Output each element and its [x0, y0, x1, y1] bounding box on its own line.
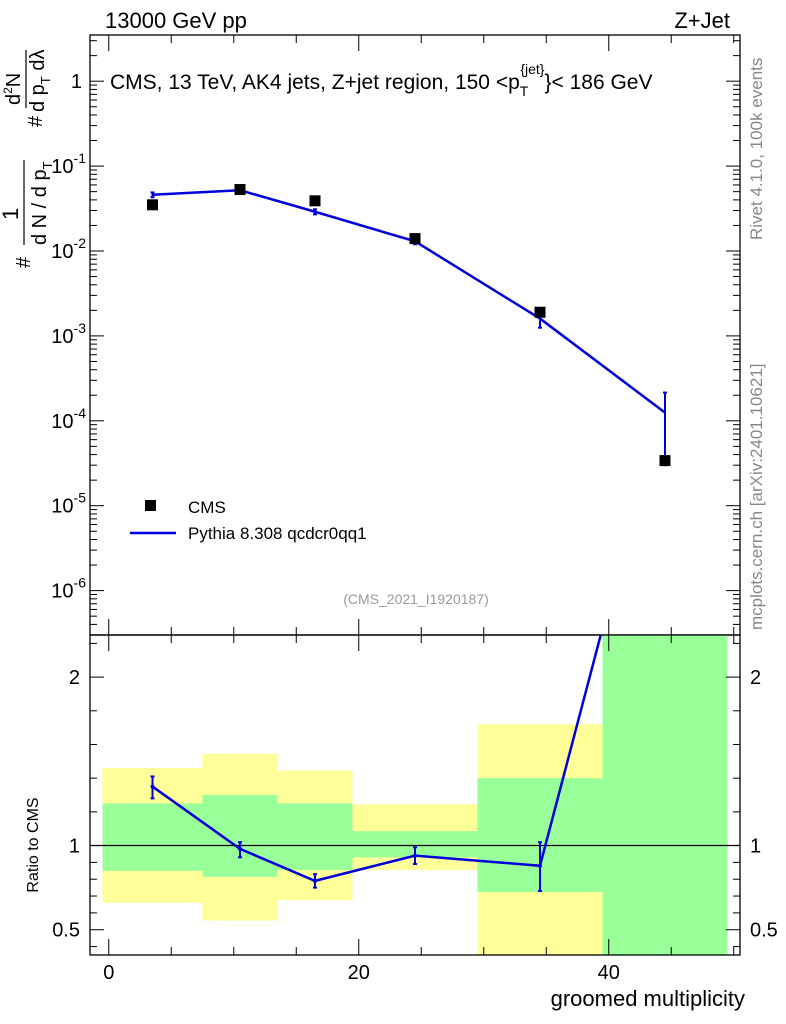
svg-text:#: # [25, 115, 47, 127]
cms-data-point-4 [534, 306, 546, 318]
cms-data-point-0 [147, 199, 158, 211]
analysis-watermark: (CMS_2021_I1920187) [343, 591, 489, 607]
ratio-y-tick-label-left: 0.5 [52, 920, 80, 942]
ratio-inner-band-5 [602, 635, 728, 955]
svg-text:1: 1 [0, 208, 23, 220]
svg-text:d N / d pT: d N / d pT [29, 161, 55, 245]
cms-data-point-3 [409, 233, 421, 245]
cms-data-point-1 [234, 184, 246, 196]
main-y-tick-label: 1 [71, 71, 82, 93]
ylabel-d2n: d [3, 94, 25, 105]
ratio-y-tick-label-right: 1 [750, 836, 761, 858]
ratio-point-3 [413, 853, 417, 858]
main-y-tick-label: 10-5 [51, 490, 86, 518]
ratio-y-tick-label-left: 1 [69, 836, 80, 858]
ratio-frame [89, 634, 741, 956]
ratio-inner-band-0 [102, 803, 203, 871]
ratio-point-1 [238, 846, 242, 851]
svg-text:d2N: d2N [1, 73, 25, 105]
x-tick-label: 40 [598, 962, 620, 984]
ratio-inner-band-2 [277, 803, 353, 870]
main-y-axis-label: # 1 d N / d pT # d2N d pT dλ [0, 50, 55, 268]
mcplots-label: mcplots.cern.ch [arXiv:2401.10621] [747, 364, 766, 630]
x-tick-label: 20 [348, 962, 370, 984]
main-title-end: }< 186 GeV [544, 71, 652, 94]
main-y-tick-label: 10-6 [51, 575, 86, 603]
ylabel-one: 1 [0, 208, 23, 220]
ratio-y-axis-label: Ratio to CMS [25, 797, 42, 892]
ylabel-dn-dpt: d N / d p [29, 169, 51, 245]
x-tick-label: 0 [103, 962, 114, 984]
cms-data-point-2 [309, 195, 321, 207]
cms-data-point-5 [659, 455, 671, 467]
ratio-series-group [150, 635, 603, 892]
main-title-text: CMS, 13 TeV, AK4 jets, Z+jet region, 150… [110, 71, 520, 94]
ylabel-dpt-dl: d p [27, 84, 49, 112]
ratio-y-tick-label-right: 0.5 [750, 920, 778, 942]
main-plot-panel: 1 10-1 10-2 10-3 10-4 10-5 10-6 [51, 34, 741, 636]
legend-label-cms: CMS [188, 498, 226, 517]
ratio-inner-band-1 [202, 795, 278, 877]
ratio-y-tick-label-left: 2 [69, 667, 80, 689]
ylabel-hash: # [13, 256, 35, 268]
main-title-sup: {jet} [520, 61, 544, 77]
legend-marker-cms [145, 500, 156, 511]
svg-text:#: # [13, 256, 35, 268]
main-y-tick-label: 10-1 [51, 150, 86, 178]
main-title-sub: T [520, 83, 529, 99]
process-label: Z+Jet [674, 8, 730, 33]
ylabel-hash2: # [25, 115, 47, 127]
legend-label-pythia: Pythia 8.308 qcdcr0qq1 [188, 524, 367, 543]
ratio-mc-line [151, 635, 603, 883]
main-plot-title: CMS, 13 TeV, AK4 jets, Z+jet region, 150… [110, 61, 652, 99]
ratio-plot-panel: 0 20 40 2 2 1 1 0.5 0.5 [52, 634, 778, 984]
x-axis-label: groomed multiplicity [551, 986, 745, 1011]
ratio-y-tick-label-right: 2 [750, 667, 761, 689]
main-frame [89, 34, 741, 636]
ratio-point-4 [538, 863, 542, 868]
energy-label: 13000 GeV pp [105, 8, 247, 33]
rivet-label: Rivet 4.1.0, 100k events [747, 58, 766, 240]
main-y-tick-label: 10-3 [51, 320, 86, 348]
ratio-point-2 [313, 878, 317, 883]
main-mc-line [152, 188, 666, 414]
legend: CMS Pythia 8.308 qcdcr0qq1 [130, 498, 367, 543]
svg-text:d pT dλ: d pT dλ [27, 50, 53, 112]
ratio-point-0 [150, 784, 155, 789]
main-y-tick-label: 10-2 [51, 235, 86, 263]
main-y-tick-label: 10-4 [51, 405, 86, 433]
